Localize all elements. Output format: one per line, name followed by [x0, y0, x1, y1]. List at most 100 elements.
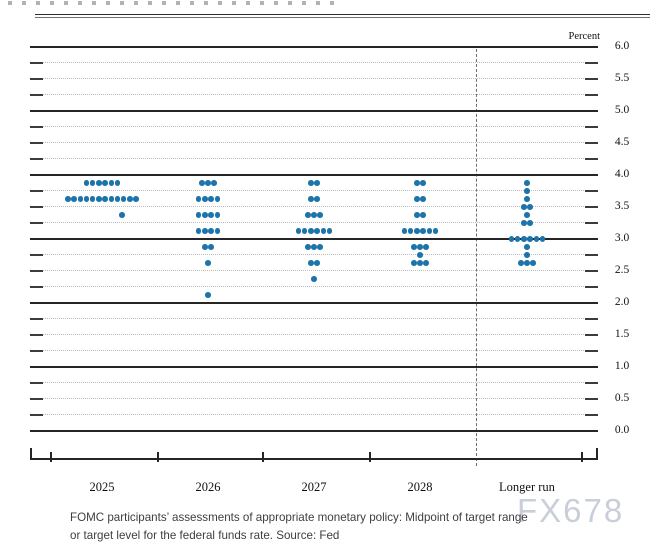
- gridline-major: [30, 430, 598, 432]
- x-axis-panel-tick: [369, 452, 371, 462]
- forecast-dot: [120, 196, 127, 202]
- gridline-edge-dash: [30, 62, 43, 64]
- forecast-dot: [530, 260, 536, 266]
- forecast-dot: [102, 196, 108, 202]
- forecast-dot: [214, 228, 221, 234]
- forecast-dot: [133, 196, 139, 202]
- forecast-dot: [524, 180, 530, 186]
- forecast-dot: [326, 228, 333, 234]
- gridline-minor: [30, 142, 598, 143]
- forecast-dot: [308, 260, 314, 266]
- forecast-dot: [539, 236, 546, 242]
- forecast-dot: [521, 204, 527, 210]
- forecast-dot: [432, 228, 439, 234]
- y-axis-tick-label: 0.0: [614, 424, 630, 436]
- gridline-minor: [30, 270, 598, 271]
- forecast-dot: [77, 196, 84, 202]
- forecast-dot: [420, 196, 426, 202]
- gridline-edge-dash: [30, 382, 43, 384]
- forecast-dot: [89, 196, 96, 202]
- gridline-edge-dash: [30, 398, 43, 400]
- forecast-dot: [423, 244, 429, 250]
- gridline-edge-dash: [585, 142, 598, 144]
- forecast-dot: [214, 196, 221, 202]
- forecast-dot: [114, 180, 121, 186]
- gridline-edge-dash: [30, 94, 43, 96]
- forecast-dot: [108, 196, 115, 202]
- forecast-dot: [314, 228, 320, 234]
- forecast-dot: [83, 196, 90, 202]
- forecast-dot: [102, 180, 108, 186]
- forecast-dot: [527, 204, 533, 210]
- gridline-minor: [30, 414, 598, 415]
- watermark: FX678: [517, 492, 625, 529]
- gridline-minor: [30, 382, 598, 383]
- gridline-edge-dash: [585, 318, 598, 320]
- gridline-edge-dash: [30, 414, 43, 416]
- gridline-minor: [30, 286, 598, 287]
- gridline-edge-dash: [585, 414, 598, 416]
- longer-run-separator-line: [476, 49, 477, 466]
- forecast-dot: [305, 244, 311, 250]
- gridline-major: [30, 302, 598, 304]
- forecast-dot: [314, 260, 320, 266]
- gridline-edge-dash: [585, 350, 598, 352]
- forecast-dot: [214, 212, 221, 218]
- forecast-dot: [524, 188, 530, 194]
- forecast-dot: [314, 196, 320, 202]
- gridline-edge-dash: [30, 270, 43, 272]
- forecast-dot: [208, 228, 214, 234]
- gridline-minor: [30, 94, 598, 95]
- x-axis-panel-tick: [50, 452, 52, 462]
- gridline-minor: [30, 398, 598, 399]
- forecast-dot: [527, 236, 533, 242]
- forecast-dot: [208, 196, 214, 202]
- forecast-dot: [202, 244, 208, 250]
- forecast-dot: [205, 180, 211, 186]
- gridline-minor: [30, 254, 598, 255]
- forecast-dot: [96, 196, 102, 202]
- gridline-edge-dash: [585, 62, 598, 64]
- x-axis-panel-tick: [262, 452, 264, 462]
- gridline-edge-dash: [585, 190, 598, 192]
- forecast-dot: [317, 212, 323, 218]
- y-axis-tick-label: 4.0: [614, 168, 630, 180]
- y-axis-tick-label: 6.0: [614, 40, 630, 52]
- cropped-header-text: [8, 1, 338, 5]
- forecast-dot: [411, 260, 417, 266]
- gridline-edge-dash: [30, 158, 43, 160]
- forecast-dot: [199, 180, 205, 186]
- forecast-dot: [508, 236, 515, 242]
- gridline-edge-dash: [30, 126, 43, 128]
- gridline-edge-dash: [585, 222, 598, 224]
- gridline-edge-dash: [30, 254, 43, 256]
- y-axis-tick-label: 0.5: [614, 392, 630, 404]
- gridline-minor: [30, 206, 598, 207]
- forecast-dot: [108, 180, 115, 186]
- gridline-edge-dash: [585, 334, 598, 336]
- gridline-major: [30, 110, 598, 112]
- gridline-minor: [30, 350, 598, 351]
- forecast-dot: [83, 180, 90, 186]
- gridline-major: [30, 174, 598, 176]
- gridline-edge-dash: [30, 190, 43, 192]
- gridline-edge-dash: [585, 158, 598, 160]
- forecast-dot: [518, 260, 524, 266]
- top-divider-line: [35, 14, 650, 18]
- x-axis-end-tick: [596, 448, 598, 458]
- forecast-dot: [65, 196, 71, 202]
- x-axis-panel-tick: [157, 452, 159, 462]
- forecast-dot: [208, 244, 214, 250]
- x-axis-line: [30, 458, 598, 460]
- forecast-dot: [96, 180, 102, 186]
- gridline-edge-dash: [585, 398, 598, 400]
- x-axis-end-tick: [30, 448, 32, 458]
- forecast-dot: [205, 292, 211, 298]
- forecast-dot: [533, 236, 540, 242]
- forecast-dot: [301, 228, 308, 234]
- y-axis-tick-label: 5.0: [614, 104, 630, 116]
- x-axis-category-label: 2025: [89, 480, 115, 494]
- forecast-dot: [420, 228, 426, 234]
- forecast-dot: [417, 252, 423, 258]
- gridline-edge-dash: [30, 78, 43, 80]
